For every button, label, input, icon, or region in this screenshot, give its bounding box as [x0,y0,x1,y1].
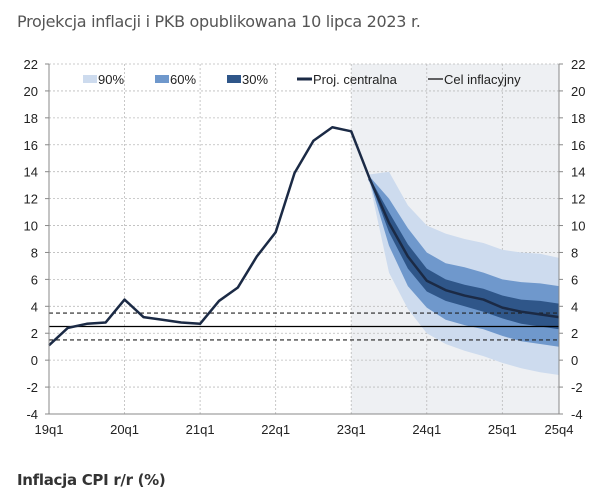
y-tick-label-left: 6 [31,272,38,287]
x-tick-label: 23q1 [337,422,366,437]
y-tick-label-right: 18 [571,111,585,126]
y-tick-label-left: 10 [24,219,38,234]
legend-label: Proj. centralna [313,72,398,87]
y-tick-label-left: 16 [24,138,38,153]
y-tick-label-right: -2 [571,380,583,395]
x-tick-label: 19q1 [35,422,64,437]
y-tick-label-left: -4 [26,407,38,422]
y-tick-label-right: 10 [571,219,585,234]
legend-label: 60% [170,72,196,87]
y-tick-label-right: 0 [571,353,578,368]
y-tick-label-left: 8 [31,245,38,260]
x-tick-label: 21q1 [186,422,215,437]
page-title: Projekcja inflacji i PKB opublikowana 10… [17,12,421,31]
x-tick-label: 25q1 [488,422,517,437]
chart-caption: Inflacja CPI r/r (%) [17,471,166,489]
legend-label: Cel inflacyjny [444,72,521,87]
legend-swatch [227,75,241,83]
x-tick-label: 24q1 [412,422,441,437]
legend-label: 30% [242,72,268,87]
y-tick-label-right: 14 [571,165,585,180]
y-tick-label-left: 12 [24,192,38,207]
y-tick-label-right: 22 [571,57,585,72]
y-tick-label-right: 16 [571,138,585,153]
x-tick-label: 20q1 [110,422,139,437]
x-tick-label: 22q1 [261,422,290,437]
y-tick-label-left: 2 [31,326,38,341]
y-tick-label-left: -2 [26,380,38,395]
y-tick-label-right: 20 [571,84,585,99]
x-tick-label: 25q4 [545,422,574,437]
legend-label: 90% [98,72,124,87]
y-tick-label-right: 8 [571,245,578,260]
central-line [48,126,560,347]
y-tick-label-left: 22 [24,57,38,72]
y-tick-label-right: -4 [571,407,583,422]
y-tick-label-right: 4 [571,299,578,314]
y-tick-label-left: 20 [24,84,38,99]
y-tick-label-left: 4 [31,299,38,314]
y-tick-label-left: 14 [24,165,38,180]
legend-swatch [155,75,169,83]
y-tick-label-right: 6 [571,272,578,287]
y-tick-label-left: 18 [24,111,38,126]
legend-swatch [83,75,97,83]
y-tick-label-right: 12 [571,192,585,207]
y-tick-label-left: 0 [31,353,38,368]
y-tick-label-right: 2 [571,326,578,341]
